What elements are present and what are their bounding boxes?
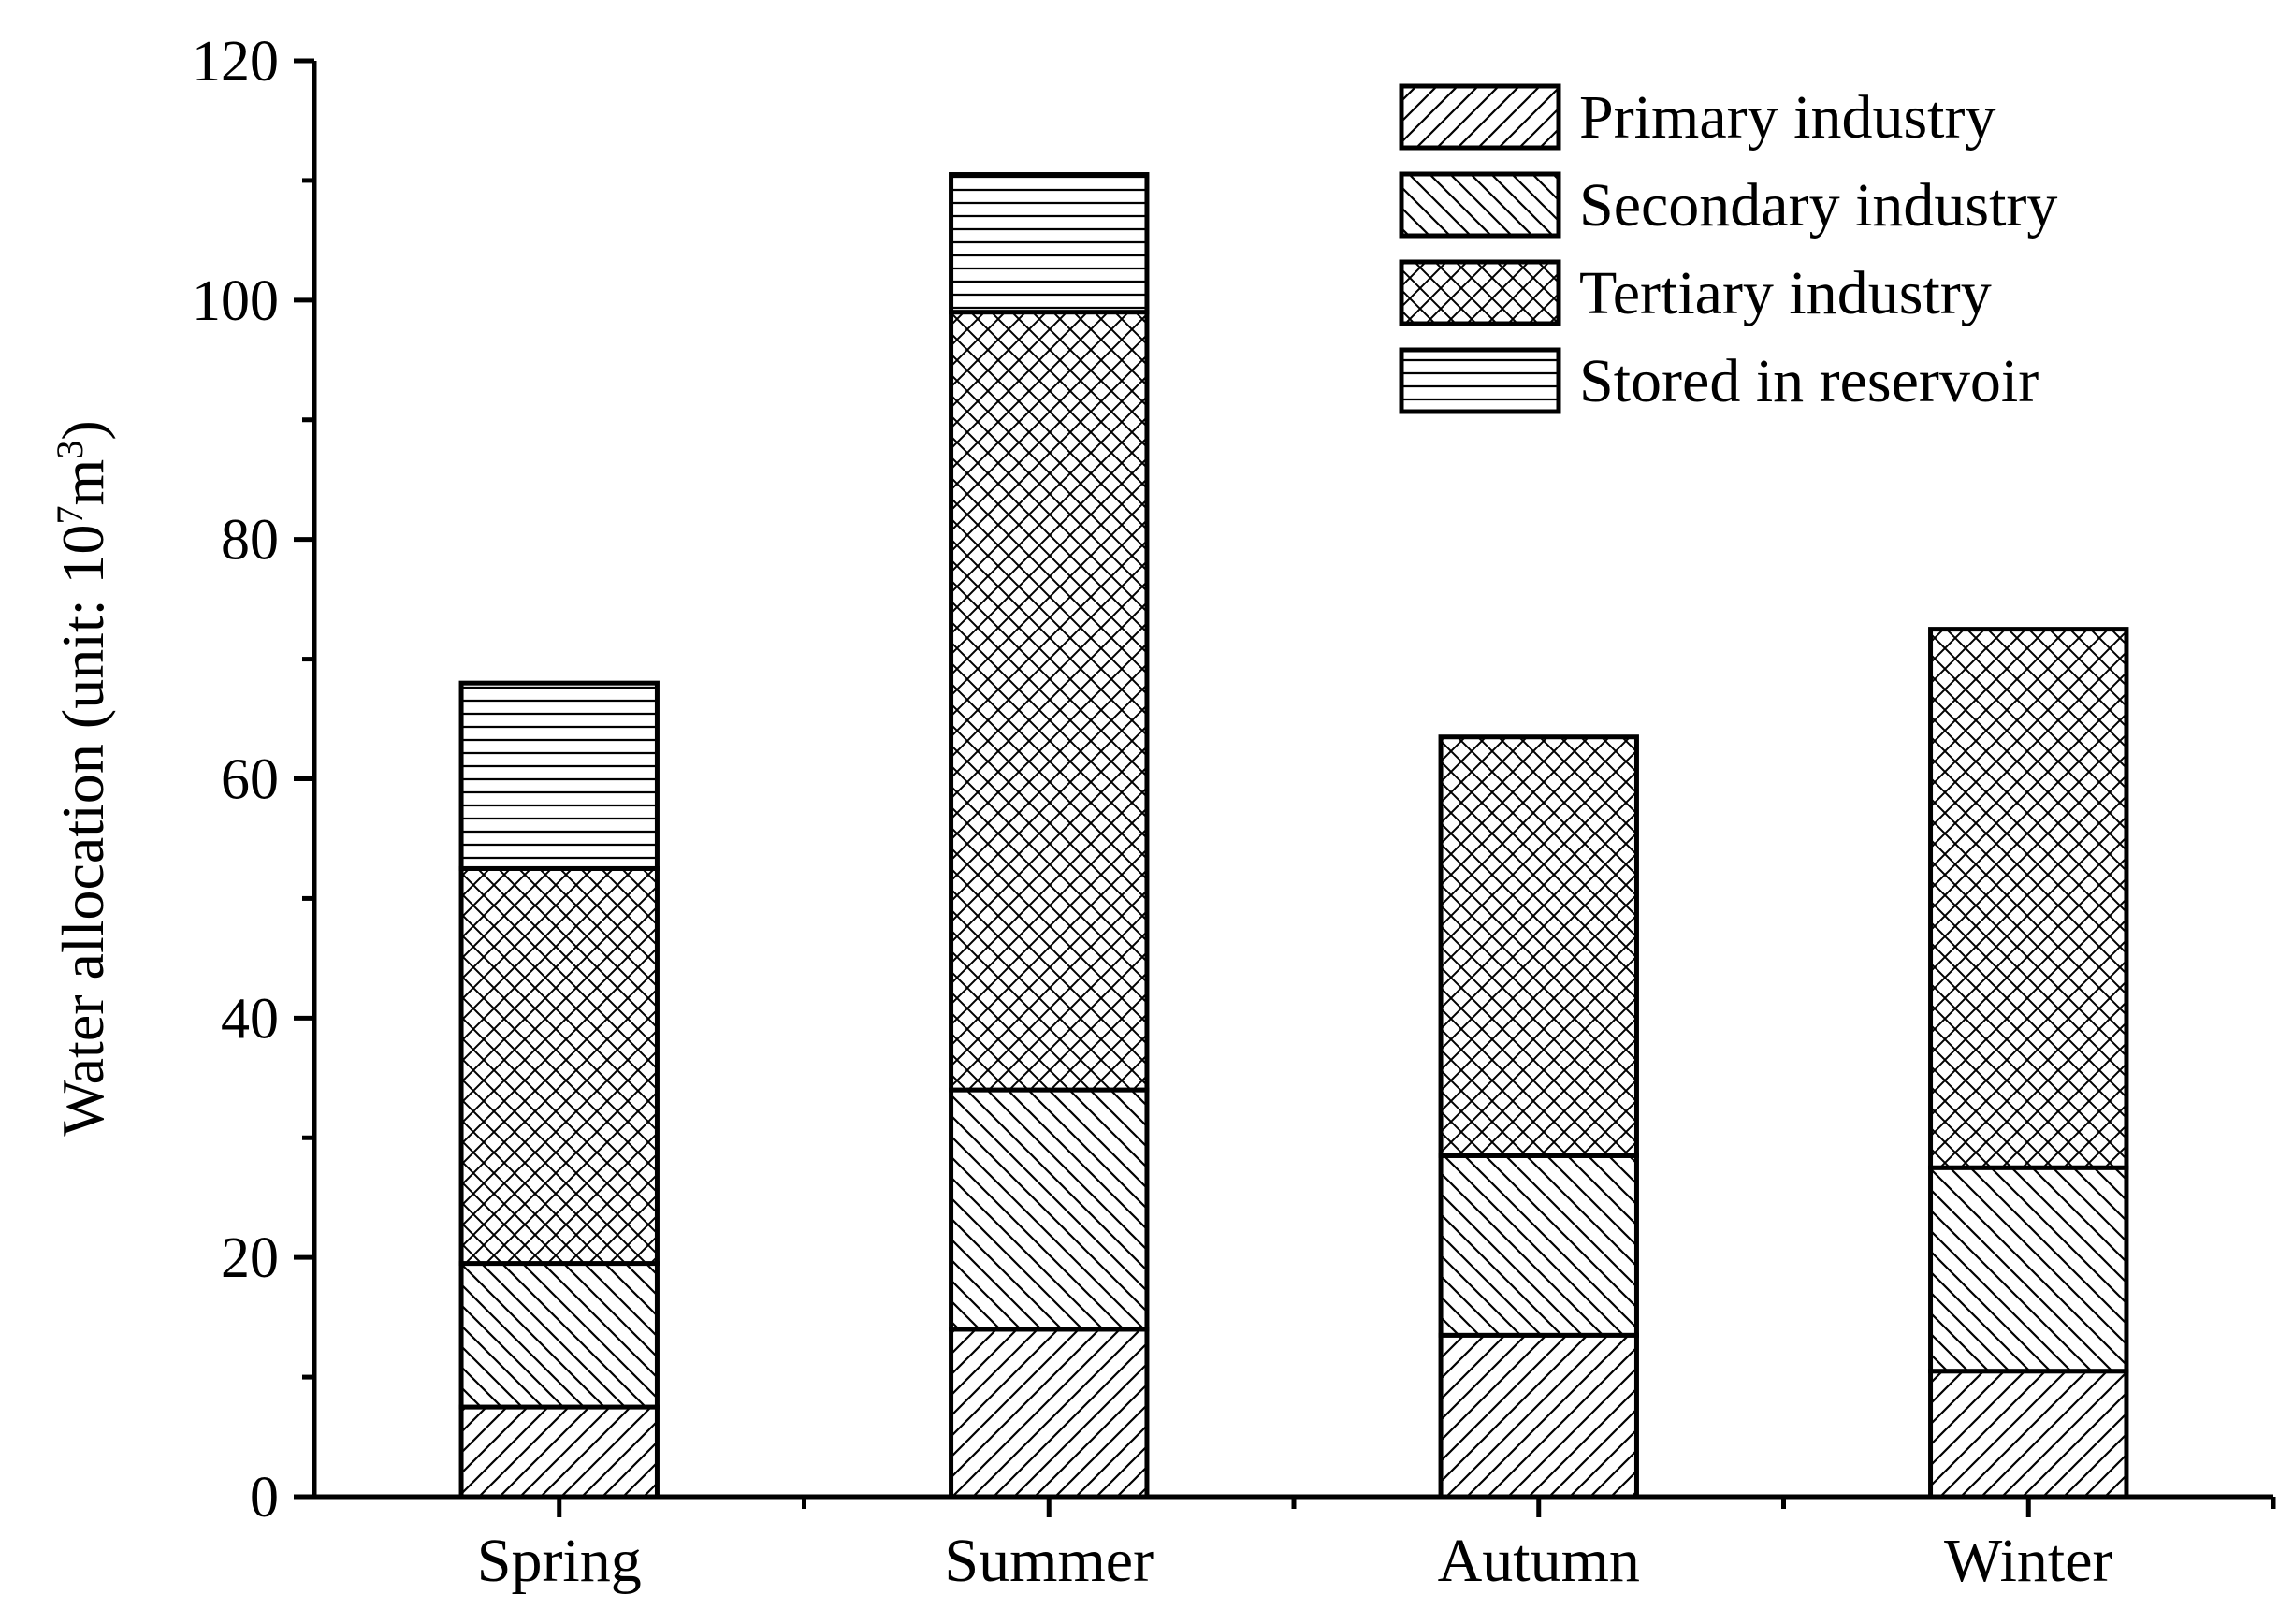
y-tick-label-80: 80 bbox=[221, 509, 279, 573]
legend-label-tertiary-industry: Tertiary industry bbox=[1579, 259, 1992, 327]
legend-swatch-secondary-industry bbox=[1399, 171, 1561, 239]
legend-swatch-tertiary-industry bbox=[1399, 259, 1561, 326]
bar-winter-secondary-industry bbox=[1928, 1165, 2129, 1374]
y-axis-label-exp1: 7 bbox=[49, 505, 91, 524]
bar-autumn-primary-industry bbox=[1438, 1332, 1639, 1500]
legend-label-secondary-industry: Secondary industry bbox=[1579, 171, 2057, 239]
bar-spring-primary-industry bbox=[458, 1404, 660, 1500]
y-axis-label-mid: m bbox=[50, 459, 116, 506]
y-axis-label-main: Water allocation (unit: 10 bbox=[50, 524, 116, 1136]
y-ticks-layer: 0 20 40 60 80 100 120 bbox=[192, 30, 314, 1530]
y-axis-label-exp2: 3 bbox=[49, 441, 91, 459]
x-tick-label-autumn: Autumn bbox=[1438, 1527, 1640, 1595]
bar-winter-primary-industry bbox=[1928, 1369, 2129, 1500]
bar-summer-stored-in-reservoir bbox=[949, 172, 1150, 315]
legend-label-stored-in-reservoir: Stored in reservoir bbox=[1579, 347, 2039, 415]
y-tick-label-100: 100 bbox=[192, 269, 279, 333]
bar-autumn-secondary-industry bbox=[1438, 1153, 1639, 1338]
y-tick-label-0: 0 bbox=[250, 1466, 279, 1530]
x-tick-label-spring: Spring bbox=[477, 1527, 642, 1595]
y-axis-label-end: ) bbox=[50, 420, 116, 440]
legend-swatch-primary-industry bbox=[1399, 83, 1561, 151]
legend: Primary industry Secondary industry Tertia… bbox=[1399, 83, 2057, 415]
x-tick-label-winter: Winter bbox=[1944, 1527, 2113, 1595]
bar-summer-secondary-industry bbox=[949, 1087, 1150, 1332]
y-tick-label-40: 40 bbox=[221, 987, 279, 1051]
x-ticks-layer: Spring Summer Autumn Winter bbox=[477, 1497, 2276, 1595]
bar-summer-tertiary-industry bbox=[949, 310, 1150, 1093]
y-tick-label-60: 60 bbox=[221, 748, 279, 812]
bar-spring-stored-in-reservoir bbox=[458, 680, 660, 871]
bar-winter-tertiary-industry bbox=[1928, 627, 2129, 1170]
y-axis-label: Water allocation (unit: 107m3) bbox=[49, 420, 117, 1136]
legend-label-primary-industry: Primary industry bbox=[1579, 83, 1995, 152]
x-tick-label-summer: Summer bbox=[944, 1527, 1154, 1595]
y-tick-label-20: 20 bbox=[221, 1226, 279, 1290]
bar-autumn-tertiary-industry bbox=[1438, 734, 1639, 1158]
legend-swatch-stored-in-reservoir bbox=[1399, 347, 1561, 414]
y-tick-label-120: 120 bbox=[192, 30, 279, 94]
bars-layer bbox=[458, 172, 2129, 1500]
bar-spring-secondary-industry bbox=[458, 1261, 660, 1410]
bar-spring-tertiary-industry bbox=[458, 865, 660, 1267]
bar-summer-primary-industry bbox=[949, 1327, 1150, 1500]
